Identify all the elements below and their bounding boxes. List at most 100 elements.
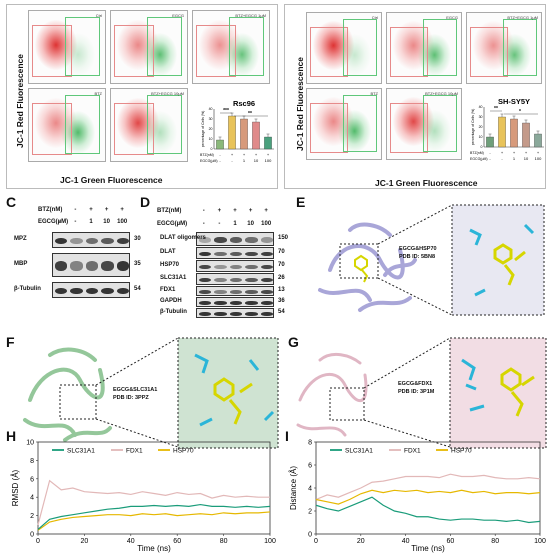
panel-label-i: I	[285, 428, 289, 444]
protein-band	[260, 237, 274, 243]
bar-chart-b: SH-SY5Y percentage of Cells (%) 0 10 20 30 40 -…	[470, 97, 544, 161]
green-gate	[65, 16, 101, 76]
b-bar-ytick: 20	[479, 125, 483, 129]
protein-band	[260, 290, 274, 294]
protein-band	[229, 237, 243, 243]
a-bar-2	[228, 115, 236, 150]
i-series-hsp70	[315, 489, 541, 505]
green-gate	[229, 16, 265, 76]
protein-band	[85, 237, 99, 245]
c-egcg-lane-3: 1	[89, 219, 93, 225]
green-gate	[422, 94, 457, 152]
g-complex-label: EGCG&FDX1	[398, 381, 433, 387]
h-legend-hsp70: HSP70	[173, 448, 194, 455]
b-bar-row2-val: 10	[524, 156, 529, 161]
i-ytick: 8	[308, 440, 312, 447]
docking-e-figure	[318, 204, 545, 316]
protein-band	[214, 237, 227, 243]
d-blot-row-7	[196, 308, 274, 318]
d-kda-2: 70	[278, 249, 285, 255]
d-kda-1: 150	[278, 235, 289, 241]
protein-band	[198, 301, 212, 305]
red-gate	[309, 103, 349, 154]
docking-g-figure	[296, 337, 547, 449]
flow-plot-caption: BTZ+EGCG 1µM	[235, 13, 266, 18]
a-bar-title: Rsc96	[233, 99, 255, 108]
a-bar-1	[216, 139, 224, 150]
b-bar-row2-label: EGCG(µM)	[470, 157, 488, 161]
protein-band	[229, 264, 243, 270]
protein-band	[260, 312, 274, 316]
h-ylabel: RMSD (Å)	[11, 469, 20, 506]
h-legend-fdx1: FDX1	[126, 448, 143, 455]
egcg-ligand-e	[354, 254, 369, 283]
h-series-fdx1	[37, 479, 270, 525]
binding-residues-f	[194, 353, 275, 427]
d-blot-row-6	[196, 297, 274, 307]
a-bar-row1-val: +	[231, 152, 234, 157]
d-kda-7: 54	[278, 309, 285, 315]
i-legend-slc31a1: SLC31A1	[345, 448, 373, 455]
slc31a1-protein-ribbon	[23, 347, 112, 442]
b-bar-title: SH-SY5Y	[498, 97, 530, 106]
flow-plot-caption: BTZ+EGCG 10µM	[151, 91, 184, 96]
protein-band	[229, 301, 243, 305]
c-protein-label-2: MBP	[14, 261, 28, 267]
fdx1-protein-ribbon	[296, 352, 368, 437]
h-series-hsp70	[37, 511, 271, 531]
d-blot-row-3	[196, 260, 274, 272]
inset-g	[449, 337, 547, 449]
red-gate	[114, 103, 154, 156]
green-gate	[342, 94, 377, 152]
b-bar-ytick: 10	[479, 135, 483, 139]
a-bar-row2-val: 100	[265, 158, 272, 163]
protein-band	[214, 277, 227, 283]
i-xtick: 60	[447, 538, 455, 545]
egcg-zoom-f	[213, 377, 253, 425]
rmsd-chart: 0 20 40 60 80 100 0 2 4 6 8 10 Time (ns) RMSD (Å) SLC3…	[11, 440, 276, 554]
h-xtick: 60	[173, 538, 181, 545]
green-population	[498, 34, 532, 76]
i-ytick: 2	[308, 509, 312, 516]
d-blot-row-1	[196, 232, 274, 246]
c-blot-row-2	[52, 253, 130, 277]
c-protein-label-3: β-Tubulin	[14, 286, 41, 292]
protein-band	[198, 312, 212, 316]
red-gate	[389, 27, 429, 78]
b-flow-plot-5: BTZ+EGCG 10µM	[386, 88, 462, 160]
binding-residues-e	[469, 223, 535, 297]
green-population	[338, 34, 372, 76]
protein-band	[245, 264, 258, 270]
protein-band	[101, 237, 114, 245]
d-egcg-label: EGCG(µM)	[157, 221, 188, 227]
red-gate	[32, 103, 72, 156]
flow-b-x-label: JC-1 Green Fluorescence	[375, 178, 478, 188]
d-btz-lane-2: +	[217, 208, 222, 214]
i-ylabel: Distance (Å)	[289, 466, 298, 510]
green-population	[60, 32, 96, 76]
a-bar-4	[252, 121, 260, 150]
b-bar-4	[522, 122, 530, 148]
b-flow-plot-4: BTZ	[306, 88, 382, 160]
d-blot-row-2	[196, 247, 274, 259]
b-bar-ylabel: percentage of Cells (%)	[471, 109, 475, 146]
protein-band	[198, 290, 212, 294]
i-series-slc31a1	[315, 496, 541, 524]
flow-plot-caption: BTZ+EGCG 10µM	[425, 91, 458, 96]
distance-chart: 0 20 40 60 80 100 0 2 4 6 8 Time (ns) Distance (Å) SL…	[289, 440, 546, 554]
a-bar-ytick: 40	[209, 107, 213, 111]
b-bar-5	[534, 133, 542, 148]
d-egcg-lane-4: 10	[247, 221, 254, 227]
a-sig-2: **	[248, 111, 252, 117]
d-egcg-lane-3: 1	[233, 221, 237, 227]
protein-band	[198, 237, 212, 243]
a-bar-3	[240, 118, 248, 150]
green-gate	[502, 18, 537, 76]
i-plot-frame	[315, 441, 541, 535]
i-xtick: 20	[357, 538, 365, 545]
i-series-fdx1	[315, 473, 541, 501]
binding-residues-g	[461, 358, 485, 412]
b-bar-row2-val: -	[501, 156, 503, 161]
b-bar-row1-val: +	[537, 150, 540, 155]
b-bar-ytick: 30	[479, 115, 483, 119]
